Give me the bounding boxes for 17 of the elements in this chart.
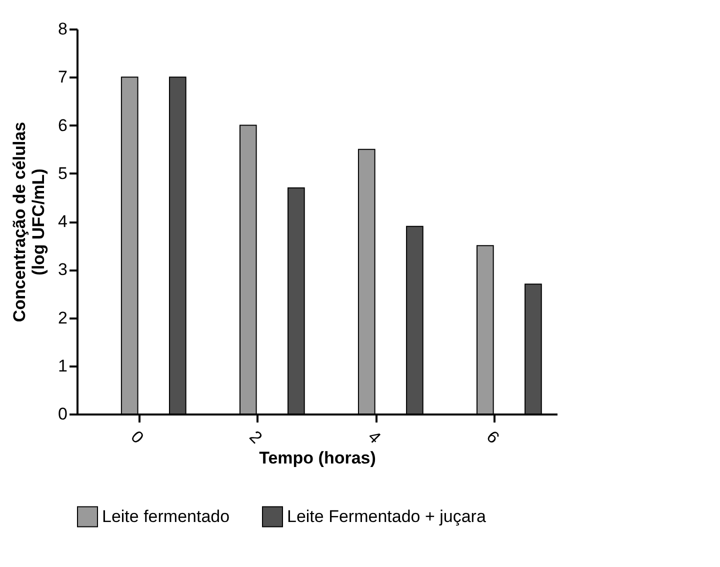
x-tick-label: 2 — [246, 427, 266, 448]
y-axis-title: Concentração de células (log UFC/mL) — [10, 122, 48, 322]
x-axis-title: Tempo (horas) — [259, 448, 376, 468]
legend-label: Leite fermentado — [102, 506, 230, 526]
y-tick-label: 2 — [58, 308, 68, 328]
legend-label: Leite Fermentado + juçara — [287, 506, 486, 526]
y-tick-label: 3 — [58, 260, 68, 280]
y-tick-label: 7 — [58, 68, 68, 87]
x-tick-label: 6 — [482, 427, 503, 448]
y-tick-label: 5 — [58, 164, 68, 183]
x-tick-label: 4 — [364, 427, 384, 448]
x-tick-label: 0 — [127, 427, 148, 448]
y-tick-label: 8 — [58, 20, 68, 38]
y-tick-label: 0 — [58, 404, 68, 424]
y-tick-label: 6 — [58, 116, 68, 135]
y-tick-label: 4 — [58, 212, 68, 231]
y-tick-label: 1 — [58, 356, 68, 376]
